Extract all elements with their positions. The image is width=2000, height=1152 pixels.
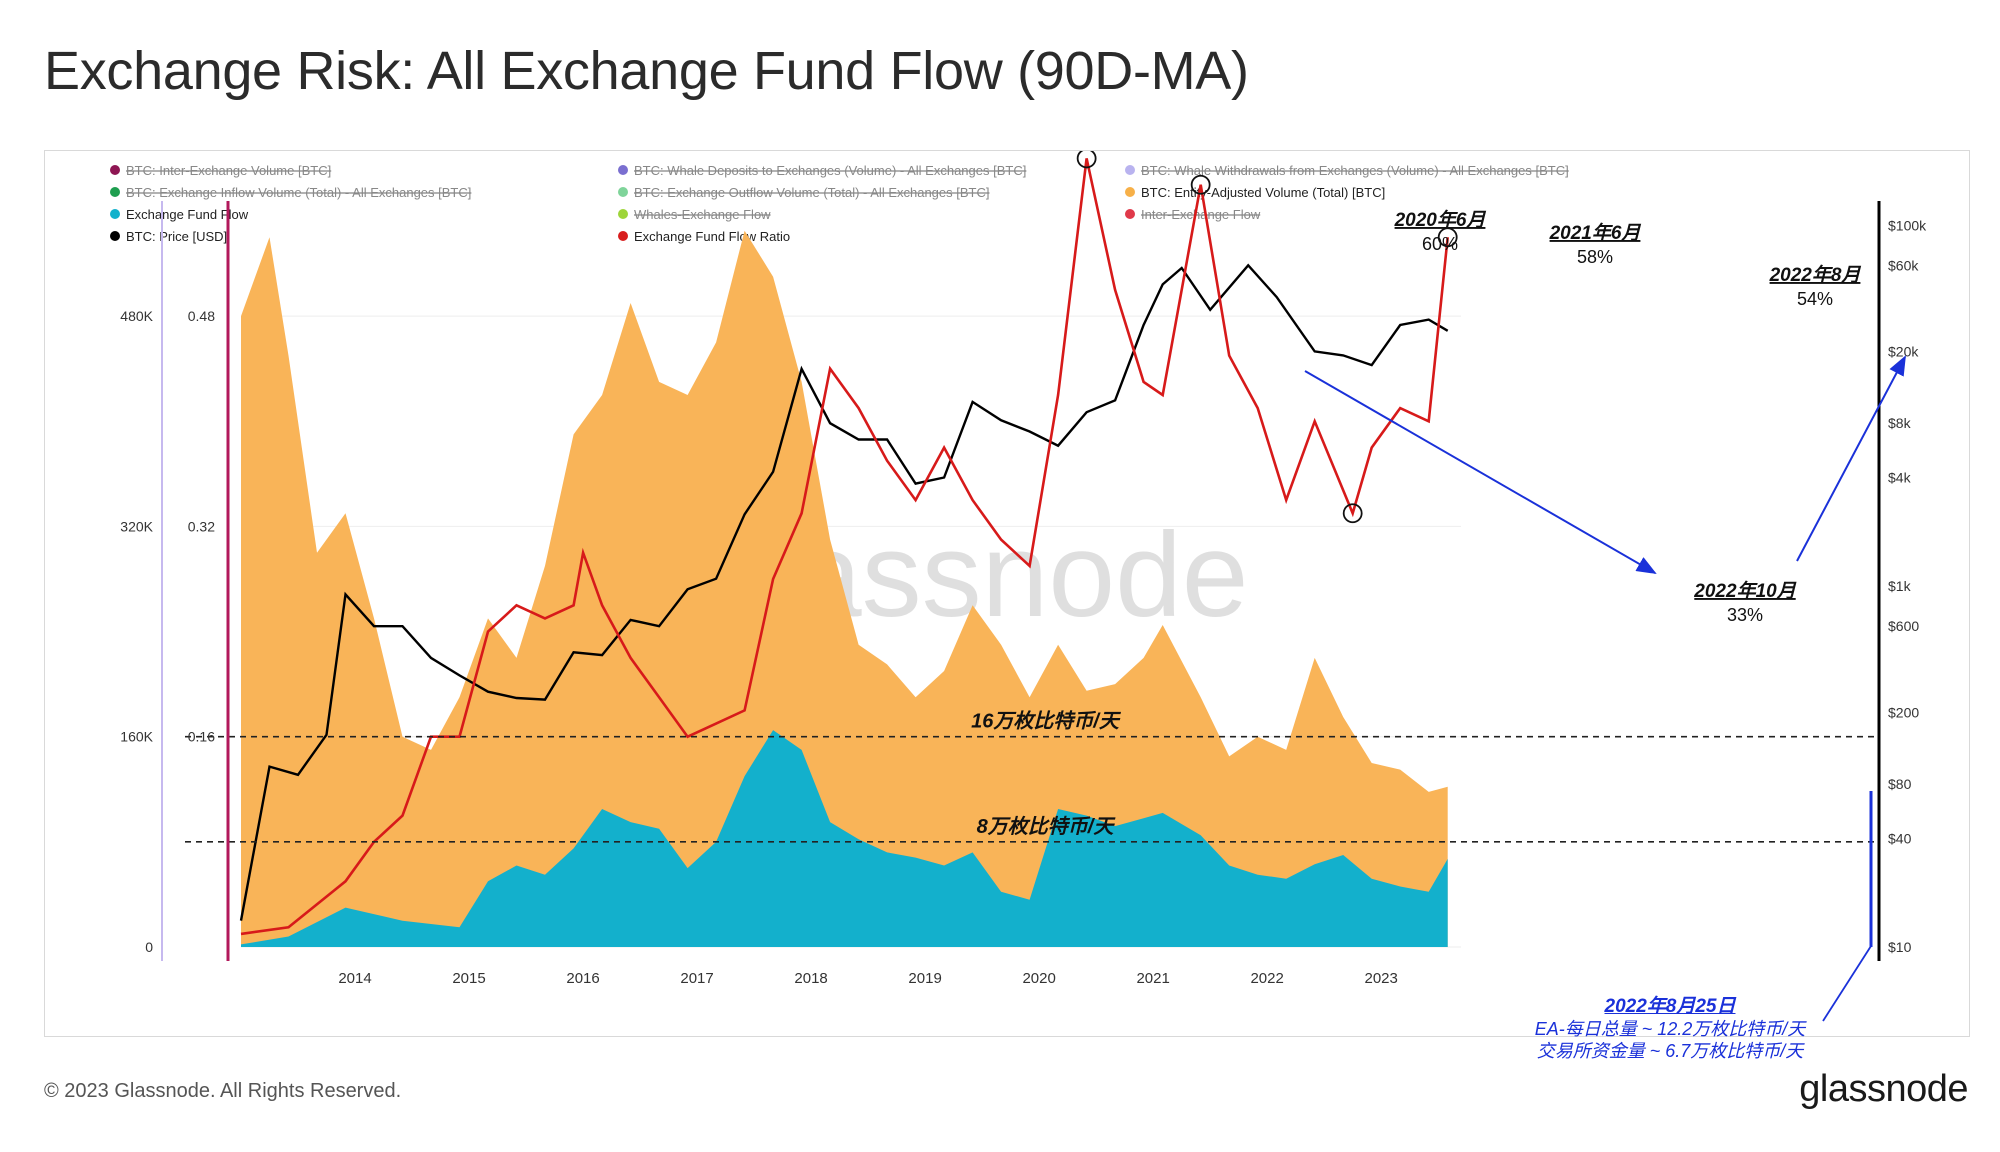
annotation-2021-peak-marker	[1190, 174, 1211, 195]
footer-copyright: © 2023 Glassnode. All Rights Reserved.	[44, 1080, 402, 1102]
legend-label: BTC: Inter-Exchange Volume [BTC]	[126, 163, 331, 178]
x-axis-tick: 2016	[566, 970, 599, 987]
legend-label: Exchange Fund Flow Ratio	[634, 229, 790, 244]
annotation-2020-peak-title: 2020年6月	[1394, 209, 1487, 231]
annotations: 2020年6月 60% 2021年6月 58% 2022年8月 54% 2022年10月 33…	[1076, 151, 1906, 1022]
reference-line-label: 16万枚比特币/天	[971, 710, 1122, 733]
uptrend-arrow	[1796, 355, 1906, 562]
annotation-2022-low-value: 33%	[1727, 605, 1763, 625]
annotation-2020-peak-marker	[1076, 151, 1097, 169]
y-left-ratio-tick: 0.32	[188, 518, 215, 534]
annotation-2021-peak-title: 2021年6月	[1549, 222, 1642, 244]
legend-swatch	[1125, 187, 1135, 197]
y-right-price-tick: $200	[1888, 704, 1919, 720]
downtrend-arrow	[1304, 370, 1657, 574]
glassnode-logo: glassnode	[1799, 1068, 1968, 1110]
x-axis-tick: 2022	[1250, 970, 1283, 987]
y-right-price-tick: $60k	[1888, 257, 1919, 273]
y-left-ratio-tick: 0.16	[188, 729, 215, 745]
legend-label: BTC: Exchange Outflow Volume (Total) - A…	[634, 185, 989, 200]
legend-label: BTC: Whale Withdrawals from Exchanges (V…	[1141, 163, 1569, 178]
legend-swatch	[110, 231, 120, 241]
legend-swatch	[618, 187, 628, 197]
series-line-fund-flow-ratio	[240, 158, 1449, 936]
x-axis-tick: 2014	[338, 970, 371, 987]
x-axis-tick: 2019	[908, 970, 941, 987]
y-left-ratio-tick: 0.48	[188, 308, 215, 324]
legend-swatch	[618, 165, 628, 175]
legend-label: BTC: Price [USD]	[126, 229, 227, 244]
annotation-2021-peak-value: 58%	[1577, 247, 1613, 267]
note-box: 2022年8月25日 EA-每日总量 ~ 12.2万枚比特币/天 交易所资金量 …	[1510, 996, 1830, 1062]
y-left-volume-tick: 0	[145, 939, 153, 955]
x-axis-tick: 2020	[1022, 970, 1055, 987]
annotation-2022-peak-value: 54%	[1797, 289, 1833, 309]
reference-lines: 16万枚比特币/天 8万枚比特币/天	[185, 710, 1875, 843]
annotation-2022-peak-title: 2022年8月	[1769, 264, 1862, 286]
legend-label: BTC: Whale Deposits to Exchanges (Volume…	[634, 163, 1026, 178]
y-right-price-tick: $40	[1888, 830, 1912, 846]
y-right-price-tick: $8k	[1888, 415, 1912, 431]
legend: BTC: Inter-Exchange Volume [BTC] BTC: Wha…	[110, 163, 1569, 244]
annotation-2022-low-marker	[1342, 503, 1363, 524]
y-right-price-tick: $10	[1888, 939, 1912, 955]
legend-label: BTC: Entity-Adjusted Volume (Total) [BTC…	[1141, 185, 1385, 200]
page-title: Exchange Risk: All Exchange Fund Flow (9…	[44, 41, 1249, 101]
legend-swatch	[110, 187, 120, 197]
series-line-btc-price	[239, 263, 1449, 921]
y-right-price-tick: $100k	[1888, 217, 1927, 233]
note-line-2: 交易所资金量 ~ 6.7万枚比特币/天	[1536, 1041, 1804, 1061]
x-axis-tick: 2021	[1136, 970, 1169, 987]
legend-swatch	[618, 209, 628, 219]
legend-swatch	[110, 209, 120, 219]
legend-label: Whales-Exchange Flow	[634, 207, 771, 222]
annotation-2020-peak-value: 60%	[1422, 234, 1458, 254]
legend-swatch	[618, 231, 628, 241]
x-axis-tick: 2015	[452, 970, 485, 987]
legend-label: Inter-Exchange Flow	[1141, 207, 1261, 222]
x-axis-tick: 2023	[1364, 970, 1397, 987]
legend-label: BTC: Exchange Inflow Volume (Total) - Al…	[126, 185, 471, 200]
y-right-price-tick: $80	[1888, 776, 1912, 792]
annotation-2022-low-title: 2022年10月	[1693, 580, 1796, 602]
note-pointer-line	[1822, 945, 1872, 1022]
note-heading: 2022年8月25日	[1604, 996, 1736, 1017]
y-right-price-tick: $4k	[1888, 470, 1912, 486]
series-area-entity-adjusted-volume	[241, 230, 1448, 947]
note-line-1: EA-每日总量 ~ 12.2万枚比特币/天	[1534, 1019, 1806, 1039]
axes: 0 160K 320K 480K 0.16 0.32 0.48 $10 $40 $80 $200 $6…	[120, 201, 1927, 987]
x-axis-tick: 2017	[680, 970, 713, 987]
x-axis-tick: 2018	[794, 970, 827, 987]
y-right-price-tick: $600	[1888, 618, 1919, 634]
legend-swatch	[1125, 165, 1135, 175]
reference-line-label: 8万枚比特币/天	[977, 815, 1117, 838]
annotation-2022-peak-marker	[1437, 227, 1458, 248]
chart-frame: BTC: Inter-Exchange Volume [BTC] BTC: Wha…	[44, 150, 1970, 1037]
series-area-exchange-fund-flow	[241, 730, 1448, 947]
chart-svg: BTC: Inter-Exchange Volume [BTC] BTC: Wha…	[110, 151, 1927, 1022]
y-left-volume-tick: 320K	[120, 518, 153, 534]
legend-label: Exchange Fund Flow	[126, 207, 249, 222]
y-left-volume-tick: 160K	[120, 729, 153, 745]
y-left-volume-tick: 480K	[120, 308, 153, 324]
legend-swatch	[1125, 209, 1135, 219]
y-right-price-tick: $1k	[1888, 578, 1912, 594]
legend-swatch	[110, 165, 120, 175]
y-right-price-tick: $20k	[1888, 343, 1919, 359]
